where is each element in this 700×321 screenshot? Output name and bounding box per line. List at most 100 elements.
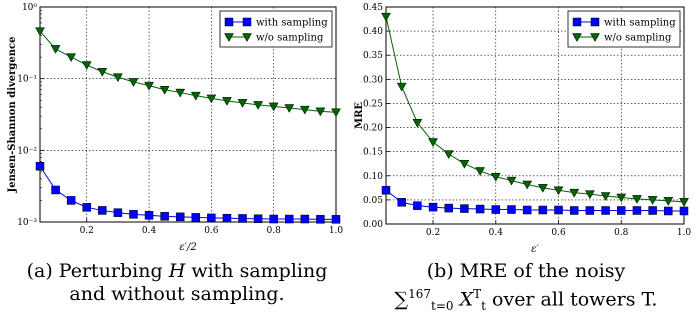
data-point-square (569, 206, 579, 215)
caption-b-var-sup: T (473, 287, 482, 301)
x-tick-label: 0.6 (204, 226, 219, 236)
data-point-square (285, 214, 294, 224)
data-point-square (300, 214, 310, 224)
data-point-triangle (206, 94, 217, 104)
data-point-square (507, 205, 516, 214)
data-point-triangle (35, 27, 45, 37)
data-point-triangle (144, 81, 154, 91)
data-point-square (590, 17, 600, 27)
data-point-square (316, 215, 325, 224)
x-tick-label: 0.4 (489, 228, 504, 238)
x-tick-label: 0.2 (80, 226, 94, 236)
data-point-triangle (412, 118, 423, 128)
legend-label: with sampling (604, 18, 676, 29)
data-point-square (224, 17, 234, 27)
y-tick-label: 0.10 (363, 172, 383, 182)
caption-b-line1: (b) MRE of the noisy (426, 260, 626, 282)
caption-a-line1: (a) Perturbing H with sampling (16, 260, 338, 283)
data-point-square (207, 213, 216, 223)
data-point-triangle (299, 105, 310, 115)
data-point-square (475, 204, 485, 214)
y-tick-label: 10⁻¹ (17, 75, 37, 85)
data-point-triangle (159, 86, 170, 95)
data-point-triangle (175, 88, 186, 98)
legend-label: w/o sampling (604, 33, 672, 44)
x-tick-label: 0.4 (142, 226, 157, 236)
caption-b-line2: ∑167t=0 XTt over all towers T. (365, 283, 687, 318)
data-point-square (428, 202, 438, 212)
plot-frame (385, 6, 685, 225)
data-point-square (381, 185, 391, 195)
data-point-triangle (315, 107, 326, 117)
data-point-square (242, 17, 252, 27)
data-point-triangle (584, 190, 595, 200)
y-tick-label: 0.15 (363, 148, 383, 158)
data-point-square (397, 198, 406, 207)
legend-box (567, 10, 681, 48)
data-point-triangle (632, 195, 642, 204)
data-point-square (144, 211, 154, 220)
data-point-triangle (128, 78, 139, 87)
figure: 0.2 0.4 0.6 0.8 1.0 10⁻³ 10⁻² 10⁻¹ 10⁰ ε′/2 Jensen… (7, 3, 691, 255)
data-point-square (491, 205, 501, 214)
data-point-triangle (112, 73, 123, 83)
caption-b-rest: over all towers T. (492, 288, 658, 311)
chart-mre: 0.2 0.4 0.6 0.8 1.0 0.00 0.05 0.10 0.15 0.20 0.25 0… (354, 3, 691, 255)
data-point-triangle (600, 192, 611, 202)
data-point-triangle (490, 172, 501, 182)
data-point-square (35, 161, 45, 171)
x-tick-label: 0.2 (426, 228, 440, 238)
data-point-square (238, 214, 247, 223)
data-point-triangle (224, 33, 234, 43)
data-point-square (191, 213, 201, 222)
data-point-square (331, 215, 341, 224)
caption-b-var: X (459, 288, 474, 311)
data-point-triangle (647, 196, 658, 205)
data-point-triangle (81, 61, 92, 71)
data-point-square (98, 206, 107, 215)
caption-a-line2: and without sampling. (69, 283, 285, 305)
data-point-square (632, 206, 642, 215)
data-point-triangle (268, 102, 279, 112)
data-point-triangle (679, 198, 689, 207)
y-tick-label: 0.20 (363, 124, 383, 134)
chart-jensen-shannon: 0.2 0.4 0.6 0.8 1.0 10⁻³ 10⁻² 10⁻¹ 10⁰ ε′/2 Jensen… (7, 3, 343, 253)
data-point-square (585, 206, 595, 215)
legend-label: w/o sampling (256, 33, 324, 44)
data-point-square (648, 206, 657, 215)
caption-b-sum: ∑ (394, 288, 409, 311)
y-tick-label: 0.45 (363, 3, 383, 13)
data-point-triangle (242, 33, 252, 43)
y-tick-label: 0.35 (363, 51, 383, 61)
x-axis-label: ε′/2 (179, 242, 196, 253)
data-point-triangle (97, 67, 108, 77)
data-point-triangle (569, 188, 580, 198)
data-point-triangle (459, 159, 470, 169)
data-point-triangle (190, 91, 201, 101)
caption-b: (b) MRE of the noisy ∑167t=0 XTt over al… (365, 260, 687, 318)
data-point-square (522, 205, 532, 215)
x-tick-label: 1.0 (329, 226, 344, 236)
data-point-square (269, 214, 278, 224)
data-point-square (460, 204, 469, 213)
data-point-square (160, 212, 169, 221)
data-point-triangle (284, 104, 295, 113)
caption-b-sum-upper: 167 (408, 287, 432, 301)
legend-box (219, 10, 333, 48)
data-point-square (82, 203, 91, 212)
data-point-triangle (553, 186, 564, 196)
data-point-square (601, 206, 610, 215)
y-tick-label: 0.30 (363, 75, 383, 85)
data-point-triangle (663, 197, 674, 206)
caption-a: (a) Perturbing H with sampling and witho… (16, 260, 338, 306)
data-point-triangle (253, 101, 264, 110)
data-point-triangle (572, 33, 582, 43)
data-point-square (538, 205, 548, 215)
y-axis-label: Jensen-Shannon divergence (7, 36, 18, 193)
caption-b-var-sub: t (481, 299, 486, 314)
data-point-triangle (443, 150, 454, 160)
data-point-square (113, 208, 123, 217)
caption-b-sum-lower: t=0 (431, 299, 454, 314)
x-tick-label: 0.6 (551, 228, 566, 238)
data-point-triangle (537, 184, 548, 193)
